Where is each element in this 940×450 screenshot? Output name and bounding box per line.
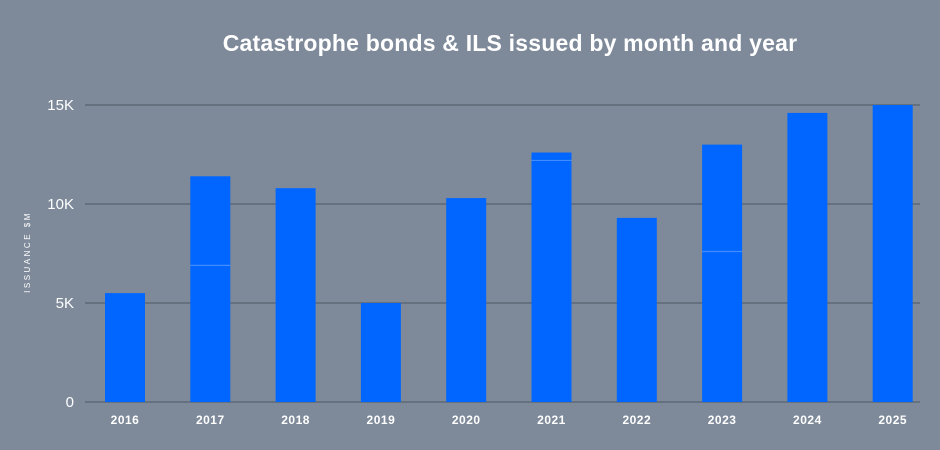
x-tick-label: 2017	[196, 413, 225, 427]
bar-2023	[702, 144, 743, 402]
x-tick-label: 2022	[622, 413, 651, 427]
x-tick-label: 2018	[281, 413, 310, 427]
y-tick-label: 0	[66, 394, 74, 411]
y-tick-label: 10K	[47, 196, 74, 213]
bar-2017	[190, 176, 231, 402]
y-axis-ticks: 0 5K 10K 15K	[47, 97, 74, 411]
chart-title: Catastrophe bonds & ILS issued by month …	[222, 30, 798, 56]
x-tick-label: 2024	[793, 413, 822, 427]
x-tick-label: 2019	[367, 413, 396, 427]
bar-2024	[787, 112, 828, 403]
x-tick-label: 2020	[452, 413, 481, 427]
bar-2019	[360, 303, 401, 402]
x-axis-ticks: 2016 2017 2018 2019 2020 2021 2022 2023 2024 2025	[111, 413, 907, 427]
bar-2020	[446, 198, 487, 402]
y-tick-label: 15K	[47, 97, 74, 114]
x-tick-label: 2023	[708, 413, 737, 427]
x-tick-label: 2025	[878, 413, 907, 427]
bars	[105, 105, 913, 403]
bar-2018	[275, 188, 316, 402]
x-tick-label: 2021	[537, 413, 566, 427]
x-tick-label: 2016	[111, 413, 140, 427]
bar-2021	[531, 152, 572, 402]
bar-2016	[105, 293, 145, 402]
y-axis-label: ISSUANCE $M	[23, 211, 32, 293]
bar-2022	[616, 217, 657, 402]
bar-2025	[872, 105, 913, 402]
y-tick-label: 5K	[56, 295, 74, 312]
